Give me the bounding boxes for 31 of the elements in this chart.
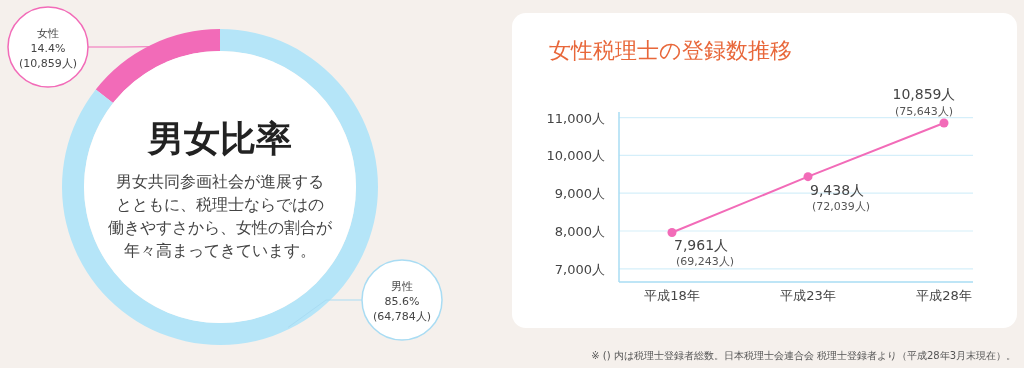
slice-label: 女性 bbox=[37, 27, 59, 40]
data-label: 14.4% bbox=[30, 42, 66, 55]
y-tick-label: 10,000人 bbox=[546, 148, 605, 164]
text: 男女比率 bbox=[147, 118, 292, 159]
data-label: 7,961人 bbox=[674, 237, 729, 254]
x-tick-label: 平成28年 bbox=[916, 288, 972, 303]
text: 男女共同参画社会が進展する bbox=[116, 172, 324, 191]
donut-slice bbox=[95, 29, 220, 103]
x-tick-label: 平成18年 bbox=[644, 288, 700, 303]
text: 年々高まってきています。 bbox=[124, 241, 316, 260]
x-tick-label: 平成23年 bbox=[780, 288, 836, 303]
slice-label: 男性 bbox=[391, 280, 413, 293]
point bbox=[667, 227, 677, 237]
text: とともに、税理士ならではの bbox=[116, 195, 324, 214]
data-label: 85.6% bbox=[384, 295, 420, 308]
annotation: (72,039人) bbox=[812, 199, 871, 213]
data-label: 10,859人 bbox=[892, 85, 956, 102]
annotation: (75,643人) bbox=[894, 104, 954, 118]
chart-title: 女性税理士の登録数推移 bbox=[549, 38, 792, 63]
y-tick-label: 9,000人 bbox=[554, 186, 605, 202]
y-tick-label: 11,000人 bbox=[546, 110, 605, 126]
y-tick-label: 7,000人 bbox=[554, 261, 605, 277]
point bbox=[939, 118, 949, 128]
text: (64,784人) bbox=[372, 310, 432, 323]
y-tick-label: 8,000人 bbox=[554, 224, 605, 239]
data-label: 9,438人 bbox=[810, 181, 865, 198]
text: 働きやすさから、女性の割合が bbox=[108, 218, 333, 237]
annotation: (69,243人) bbox=[676, 255, 735, 269]
text: ※ () 内は税理士登録者総数。日本税理士会連合会 税理士登録者より（平成28年3月末現在）。 bbox=[591, 350, 1016, 361]
text: (10,859人) bbox=[18, 57, 78, 70]
point bbox=[803, 172, 813, 182]
